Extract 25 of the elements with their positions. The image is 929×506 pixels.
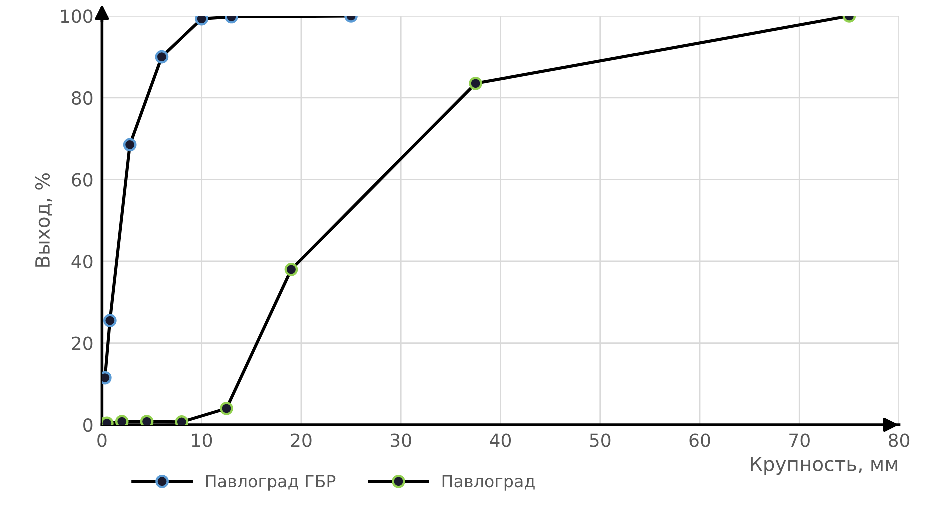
x-tick-label: 10 (192, 434, 212, 448)
y-tick-label: 100 (61, 10, 93, 24)
point (284, 263, 298, 276)
x-tick-label: 50 (590, 434, 611, 448)
x-tick-label: 70 (790, 434, 810, 448)
y-tick-label: 80 (72, 91, 93, 106)
point (123, 138, 137, 152)
legend-label: Павлоград (442, 475, 535, 491)
point (140, 415, 154, 426)
y-tick-label: 20 (72, 336, 93, 350)
legend-label: Павлоград ГБР (206, 475, 336, 491)
x-tick-label: 0 (98, 434, 107, 448)
y-tick-label: 60 (72, 173, 93, 187)
point (115, 415, 129, 426)
x-tick-label: 60 (690, 434, 710, 448)
point (103, 314, 117, 328)
y-axis-title: Выход, % (35, 174, 52, 267)
point (220, 402, 234, 416)
x-tick-label: 40 (490, 434, 512, 448)
x-axis-title: Крупность, мм (751, 457, 898, 476)
x-tick-label: 30 (390, 434, 412, 448)
y-tick-label: 0 (84, 418, 93, 432)
x-tick-label: 20 (291, 434, 312, 448)
y-tick-label: 40 (72, 254, 93, 269)
x-tick-label: 80 (889, 434, 910, 448)
